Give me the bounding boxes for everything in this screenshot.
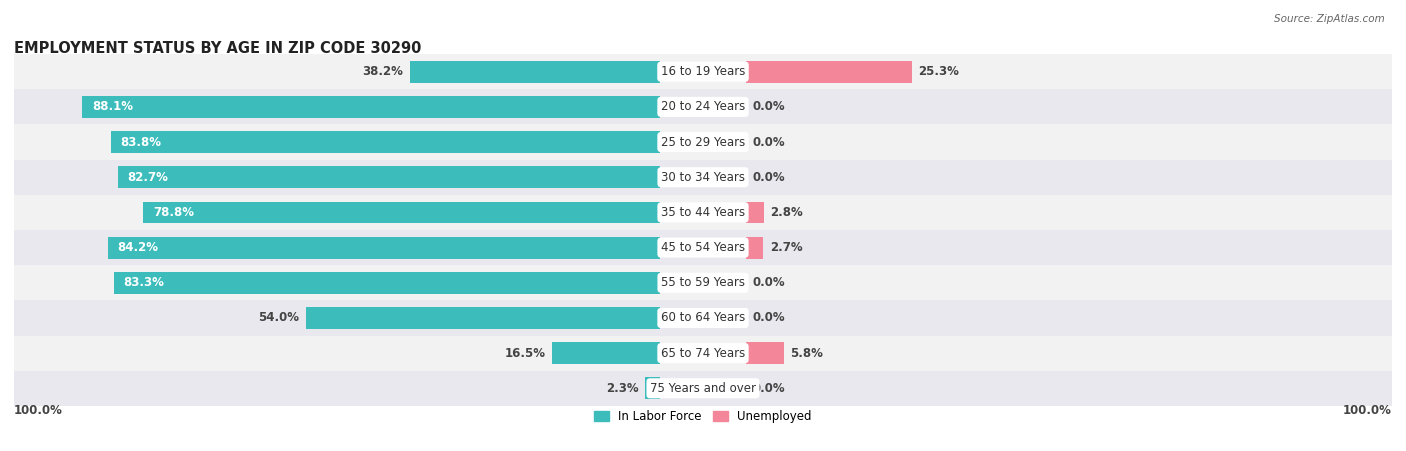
Text: 83.8%: 83.8%: [121, 136, 162, 148]
Text: 2.3%: 2.3%: [606, 382, 638, 395]
Bar: [14, 230, 1392, 265]
Text: 75 Years and over: 75 Years and over: [650, 382, 756, 395]
Bar: [14, 300, 1392, 336]
Text: 45 to 54 Years: 45 to 54 Years: [661, 241, 745, 254]
Bar: [645, 377, 661, 399]
Text: 25 to 29 Years: 25 to 29 Years: [661, 136, 745, 148]
Bar: [83, 96, 661, 118]
Bar: [118, 166, 661, 188]
Legend: In Labor Force, Unemployed: In Labor Force, Unemployed: [589, 406, 817, 428]
Bar: [108, 237, 661, 258]
Bar: [307, 307, 661, 329]
Text: 60 to 64 Years: 60 to 64 Years: [661, 312, 745, 324]
Bar: [14, 195, 1392, 230]
Text: 84.2%: 84.2%: [118, 241, 159, 254]
Text: Source: ZipAtlas.com: Source: ZipAtlas.com: [1274, 14, 1385, 23]
Bar: [143, 202, 661, 223]
Text: 5.8%: 5.8%: [790, 347, 823, 359]
Text: 78.8%: 78.8%: [153, 206, 194, 219]
Text: 35 to 44 Years: 35 to 44 Years: [661, 206, 745, 219]
Text: 100.0%: 100.0%: [1343, 404, 1392, 417]
Text: 82.7%: 82.7%: [128, 171, 169, 184]
Text: 20 to 24 Years: 20 to 24 Years: [661, 101, 745, 113]
Text: 38.2%: 38.2%: [363, 65, 404, 78]
Bar: [14, 265, 1392, 300]
Text: 0.0%: 0.0%: [752, 136, 785, 148]
Text: 2.8%: 2.8%: [770, 206, 803, 219]
Text: 83.3%: 83.3%: [124, 276, 165, 289]
Bar: [745, 342, 783, 364]
Bar: [14, 371, 1392, 406]
Text: 30 to 34 Years: 30 to 34 Years: [661, 171, 745, 184]
Text: 100.0%: 100.0%: [14, 404, 63, 417]
Bar: [745, 61, 911, 83]
Text: 25.3%: 25.3%: [918, 65, 959, 78]
Text: 16.5%: 16.5%: [505, 347, 546, 359]
Text: 16 to 19 Years: 16 to 19 Years: [661, 65, 745, 78]
Text: 55 to 59 Years: 55 to 59 Years: [661, 276, 745, 289]
Bar: [111, 131, 661, 153]
Bar: [114, 272, 661, 294]
Text: 88.1%: 88.1%: [93, 101, 134, 113]
Text: 0.0%: 0.0%: [752, 312, 785, 324]
Bar: [745, 237, 763, 258]
Bar: [14, 54, 1392, 89]
Bar: [14, 160, 1392, 195]
Text: 2.7%: 2.7%: [770, 241, 803, 254]
Bar: [745, 202, 763, 223]
Bar: [409, 61, 661, 83]
Bar: [553, 342, 661, 364]
Text: 0.0%: 0.0%: [752, 382, 785, 395]
Text: 54.0%: 54.0%: [259, 312, 299, 324]
Text: 65 to 74 Years: 65 to 74 Years: [661, 347, 745, 359]
Text: 0.0%: 0.0%: [752, 276, 785, 289]
Bar: [14, 336, 1392, 371]
Text: 0.0%: 0.0%: [752, 171, 785, 184]
Bar: [14, 89, 1392, 124]
Bar: [14, 124, 1392, 160]
Text: 0.0%: 0.0%: [752, 101, 785, 113]
Text: EMPLOYMENT STATUS BY AGE IN ZIP CODE 30290: EMPLOYMENT STATUS BY AGE IN ZIP CODE 302…: [14, 41, 422, 56]
